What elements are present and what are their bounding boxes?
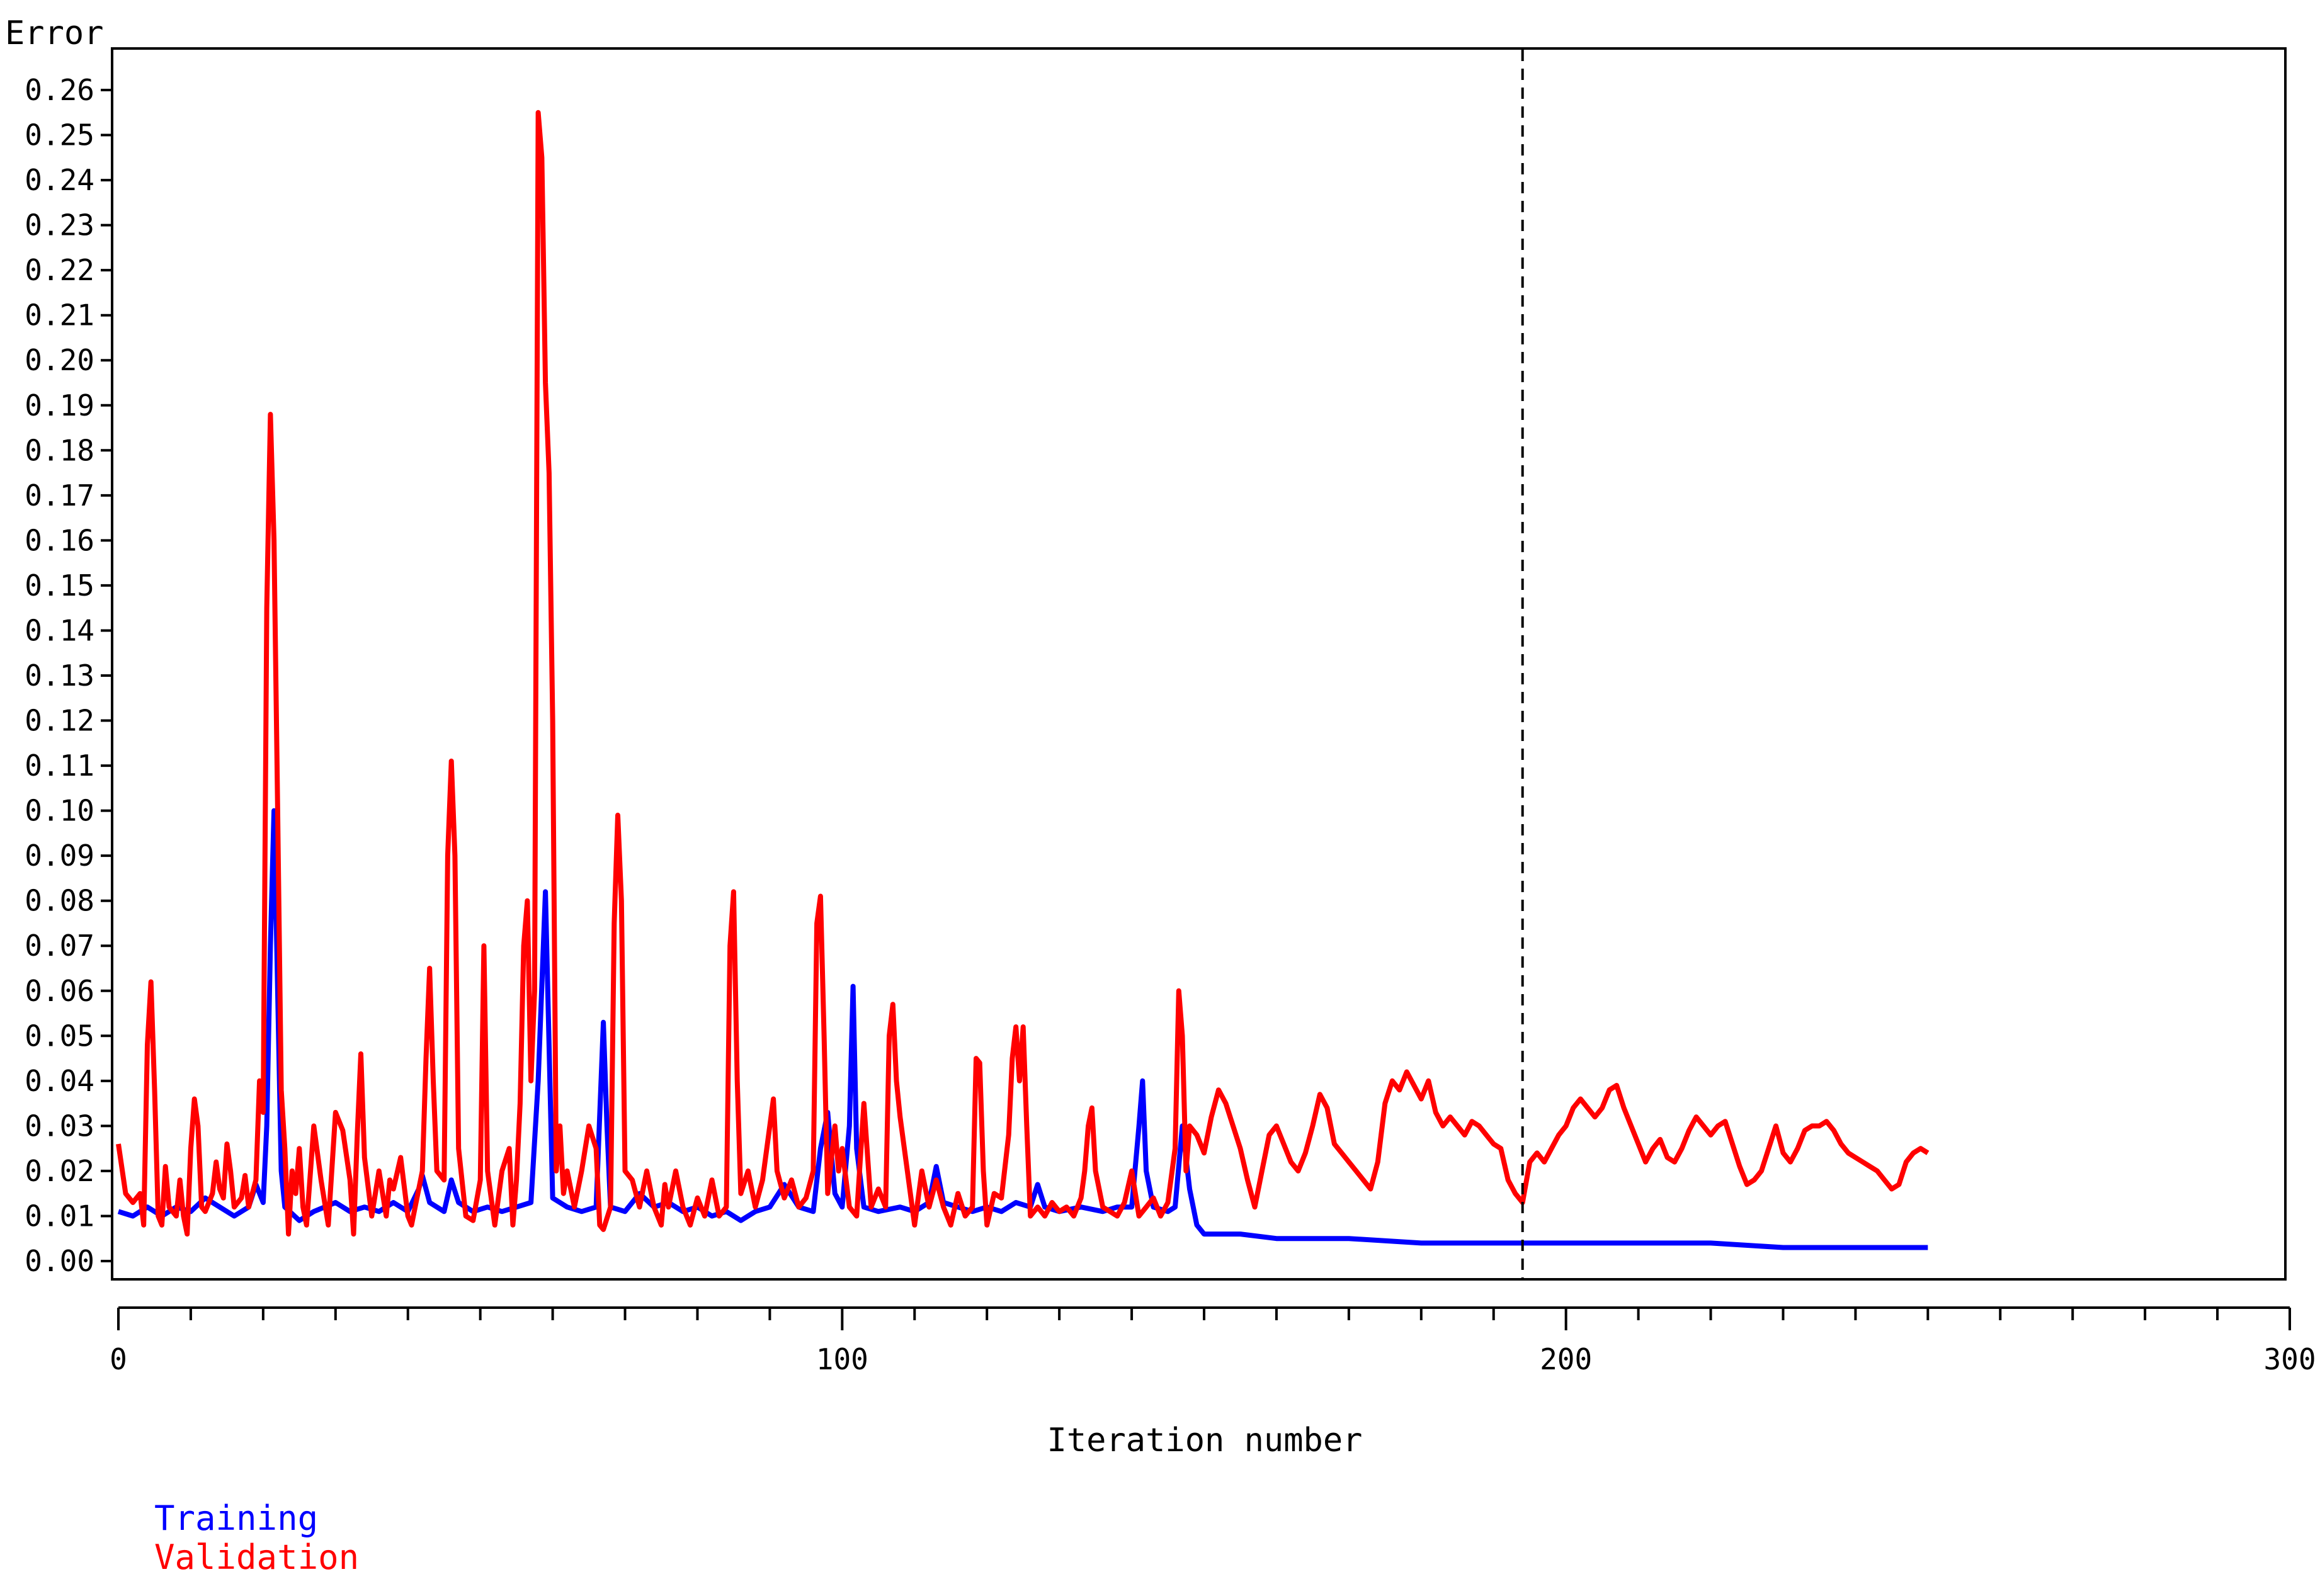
y-tick-label: 0.03 [25,1109,94,1143]
x-axis-ticks: 0 100 200 300 [110,1308,2316,1376]
x-tick-label: 300 [2263,1342,2316,1376]
y-tick-label: 0.00 [25,1244,94,1278]
y-tick-label: 0.12 [25,704,94,738]
legend-label-validation: Validation [154,1537,359,1577]
y-tick-label: 0.10 [25,794,94,828]
y-tick-label: 0.23 [25,208,94,242]
legend-label-training: Training [154,1498,318,1538]
y-tick-label: 0.22 [25,253,94,287]
y-tick-label: 0.17 [25,478,94,512]
y-tick-label: 0.07 [25,929,94,963]
plot-frame [111,47,2287,1281]
y-tick-label: 0.15 [25,569,94,603]
y-tick-label: 0.19 [25,388,94,422]
y-axis-title: Error [5,14,104,52]
x-tick-label: 0 [110,1342,127,1376]
y-tick-label: 0.09 [25,839,94,873]
y-tick-label: 0.18 [25,433,94,467]
y-tick-label: 0.05 [25,1019,94,1053]
y-tick-label: 0.06 [25,974,94,1008]
series-line-validation [116,110,1930,1237]
y-tick-label: 0.08 [25,884,94,918]
y-tick-label: 0.04 [25,1064,94,1098]
y-tick-label: 0.11 [25,749,94,783]
x-tick-label: 100 [816,1342,868,1376]
series-line-training [117,808,1928,1250]
y-tick-label: 0.13 [25,659,94,693]
y-tick-label: 0.24 [25,163,94,197]
y-tick-label: 0.02 [25,1154,94,1188]
y-tick-label: 0.20 [25,343,94,377]
y-tick-label: 0.25 [25,118,94,152]
y-tick-label: 0.14 [25,613,94,647]
x-tick-label: 200 [1540,1342,1592,1376]
x-axis-title: Iteration number [1047,1422,1363,1459]
y-tick-label: 0.16 [25,523,94,557]
y-tick-label: 0.21 [25,298,94,332]
y-axis-ticks: 0.00 0.01 0.02 0.03 0.04 0.05 0.06 0.07 0.08 0.09… [25,73,112,1278]
series-layer [116,110,1930,1250]
y-tick-label: 0.01 [25,1199,94,1233]
y-tick-label: 0.26 [25,73,94,107]
